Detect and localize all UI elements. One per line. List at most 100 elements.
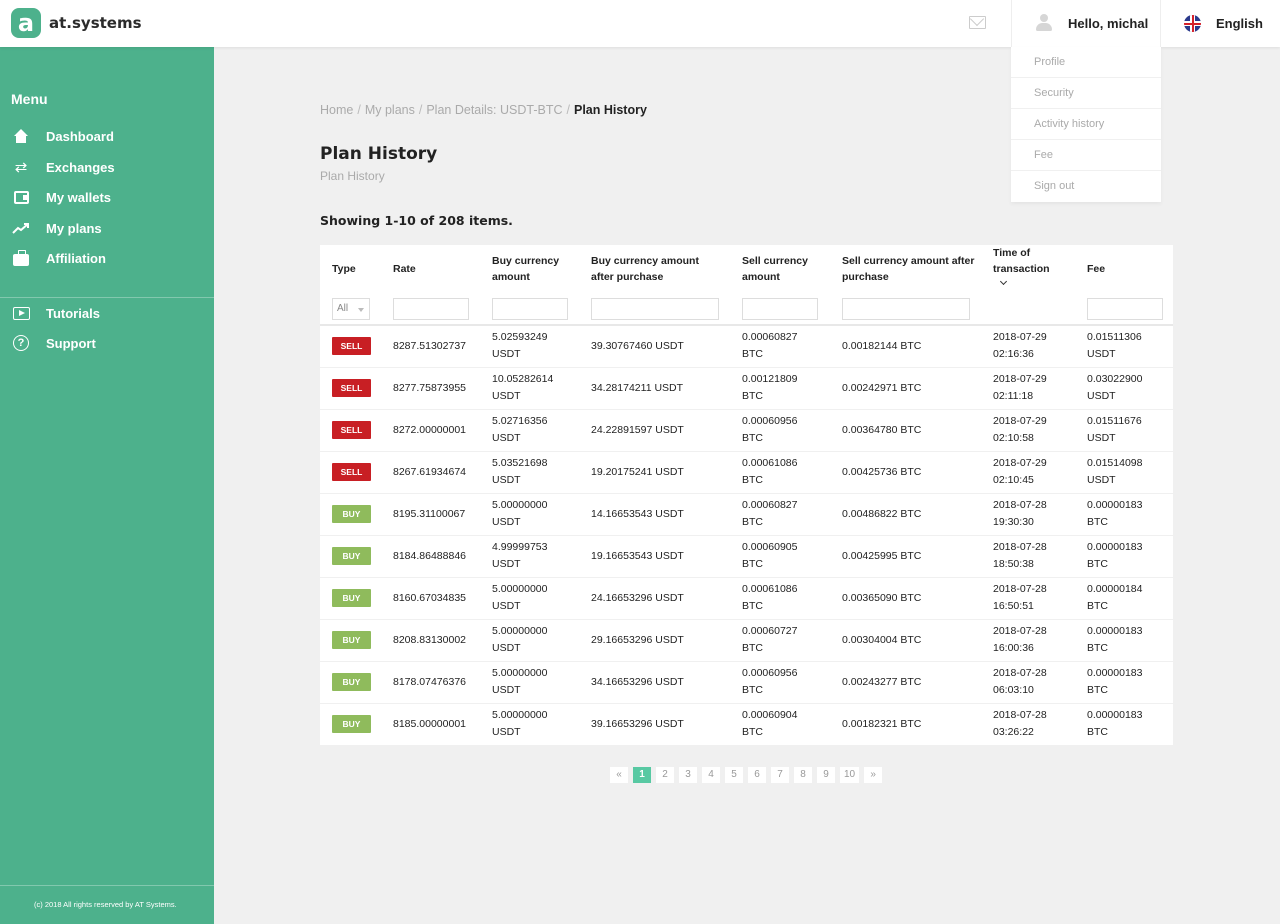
sell-amount-value: 0.00060827	[742, 331, 798, 344]
buy-amount-currency: USDT	[492, 348, 521, 361]
fee-value: 0.00000183	[1087, 499, 1143, 511]
fee-value: 0.01511306	[1087, 331, 1142, 344]
column-header-buy-after[interactable]: Buy currency amount after purchase	[591, 255, 699, 283]
cell-buy-after: 39.16653296 USDT	[579, 703, 730, 746]
column-header-fee[interactable]: Fee	[1087, 263, 1106, 275]
pagination-page[interactable]: 4	[702, 767, 720, 783]
fee-filter-input[interactable]	[1087, 297, 1163, 320]
buy-amount-currency: USDT	[492, 600, 521, 612]
breadcrumb-plan-details[interactable]: Plan Details: USDT-BTC	[426, 103, 563, 117]
breadcrumb-home[interactable]: Home	[320, 103, 354, 117]
cell-sell-amount: 0.00060956 BTC	[730, 409, 830, 452]
plan-history-table: Type Rate Buy currency amount Buy curren…	[320, 245, 1173, 746]
pagination-page[interactable]: 10	[840, 767, 860, 783]
language-selector[interactable]: English	[1176, 0, 1280, 47]
exchange-icon: ⇄	[14, 159, 28, 176]
column-header-sell-after[interactable]: Sell currency amount after purchase	[842, 255, 975, 283]
fee-currency: BTC	[1087, 516, 1108, 528]
buy-amount-currency: USDT	[492, 726, 521, 738]
cell-sell-after: 0.00425736 BTC	[830, 451, 981, 494]
sidebar-item-label: Exchanges	[46, 159, 115, 175]
buy-amount-filter-input[interactable]	[492, 297, 568, 320]
menu-item-fee[interactable]: Fee	[1011, 140, 1161, 171]
cell-sell-amount: 0.00061086 BTC	[730, 451, 830, 494]
play-icon	[12, 304, 30, 322]
transaction-date: 2018-07-28	[993, 583, 1047, 595]
menu-item-activity-history[interactable]: Activity history	[1011, 109, 1161, 140]
menu-item-profile[interactable]: Profile	[1011, 47, 1161, 78]
cell-type: SELL	[320, 367, 381, 410]
fee-value: 0.01514098	[1087, 457, 1143, 469]
type-filter-select[interactable]: All	[332, 297, 370, 320]
cell-buy-amount: 4.99999753 USDT	[480, 535, 579, 578]
sell-amount-filter-input[interactable]	[742, 297, 818, 320]
pagination-page[interactable]: 3	[679, 767, 697, 783]
cell-sell-after: 0.00242971 BTC	[830, 367, 981, 410]
menu-item-security[interactable]: Security	[1011, 78, 1161, 109]
pagination-page[interactable]: 8	[794, 767, 812, 783]
sidebar-item-dashboard[interactable]: Dashboard	[0, 124, 214, 148]
sidebar-item-my-plans[interactable]: My plans	[0, 216, 214, 240]
breadcrumb-my-plans[interactable]: My plans	[364, 103, 415, 117]
transaction-date: 2018-07-28	[993, 709, 1047, 721]
column-header-sell-amount[interactable]: Sell currency amount	[742, 255, 808, 283]
rate-filter-input[interactable]	[393, 297, 469, 320]
sidebar-item-support[interactable]: ? Support	[0, 331, 214, 355]
sidebar-item-tutorials[interactable]: Tutorials	[0, 301, 214, 325]
user-menu-toggle[interactable]: Hello, michal	[1011, 0, 1161, 47]
cell-buy-after: 19.16653543 USDT	[579, 535, 730, 578]
buy-amount-currency: USDT	[492, 558, 521, 570]
pagination-page[interactable]: 9	[817, 767, 835, 783]
column-header-type[interactable]: Type	[332, 263, 356, 275]
sidebar-item-my-wallets[interactable]: My wallets	[0, 185, 214, 209]
sidebar-item-exchanges[interactable]: ⇄ Exchanges	[0, 155, 214, 179]
column-header-buy-amount[interactable]: Buy currency amount	[492, 255, 560, 283]
pagination-next[interactable]: »	[864, 767, 883, 783]
cell-rate: 8178.07476376	[381, 661, 480, 704]
sell-amount-currency: BTC	[742, 558, 763, 570]
transaction-date: 2018-07-29	[993, 415, 1047, 427]
table-row: BUY 8178.07476376 5.00000000 USDT 34.1665329…	[320, 661, 1173, 704]
cell-time: 2018-07-28 06:03:10	[981, 661, 1075, 704]
pagination-page[interactable]: 7	[771, 767, 789, 783]
logo[interactable]: a at.systems	[11, 8, 142, 38]
cell-fee: 0.00000183 BTC	[1075, 493, 1173, 536]
fee-currency: USDT	[1087, 474, 1116, 486]
transaction-date: 2018-07-29	[993, 457, 1047, 469]
pagination-page[interactable]: 1	[633, 767, 651, 783]
menu-item-sign-out[interactable]: Sign out	[1034, 180, 1075, 192]
logo-mark: a	[11, 8, 41, 38]
buy-amount-currency: USDT	[492, 642, 521, 654]
transaction-date: 2018-07-29	[993, 373, 1047, 385]
menu-title: Menu	[11, 91, 48, 107]
cell-fee: 0.00000183 BTC	[1075, 535, 1173, 578]
sell-after-filter-input[interactable]	[842, 297, 970, 320]
language-label: English	[1216, 16, 1263, 31]
column-header-rate[interactable]: Rate	[393, 263, 416, 275]
column-header-time[interactable]: Time of transaction	[981, 245, 1075, 293]
type-badge: SELL	[332, 463, 371, 481]
sell-amount-value: 0.00061086	[742, 457, 798, 469]
fee-currency: BTC	[1087, 726, 1108, 738]
cell-type: SELL	[320, 325, 381, 368]
sidebar-item-affiliation[interactable]: Affiliation	[0, 246, 214, 270]
type-badge: BUY	[332, 589, 371, 607]
cell-time: 2018-07-28 19:30:30	[981, 493, 1075, 536]
table-row: SELL 8277.75873955 10.05282614 USDT 34.28174…	[320, 367, 1173, 410]
cell-time: 2018-07-29 02:16:36	[981, 325, 1075, 368]
sidebar: Menu Dashboard ⇄ Exchanges My wallets My…	[0, 47, 214, 924]
pagination-page[interactable]: 6	[748, 767, 766, 783]
type-badge: BUY	[332, 715, 371, 733]
cell-buy-amount: 5.02716356 USDT	[480, 409, 579, 452]
column-header-time-label: Time of transaction	[993, 247, 1050, 275]
buy-amount-value: 10.05282614	[492, 373, 554, 385]
items-summary: Showing 1-10 of 208 items.	[320, 213, 513, 228]
pagination-prev[interactable]: «	[610, 767, 628, 783]
mail-icon[interactable]	[969, 16, 986, 29]
sidebar-item-label: My wallets	[46, 189, 112, 205]
copyright-text: (c) 2018 All rights reserved by AT Syste…	[34, 900, 177, 909]
pagination-page[interactable]: 2	[656, 767, 674, 783]
buy-after-filter-input[interactable]	[591, 297, 719, 320]
uk-flag-icon	[1184, 15, 1201, 32]
pagination-page[interactable]: 5	[725, 767, 743, 783]
